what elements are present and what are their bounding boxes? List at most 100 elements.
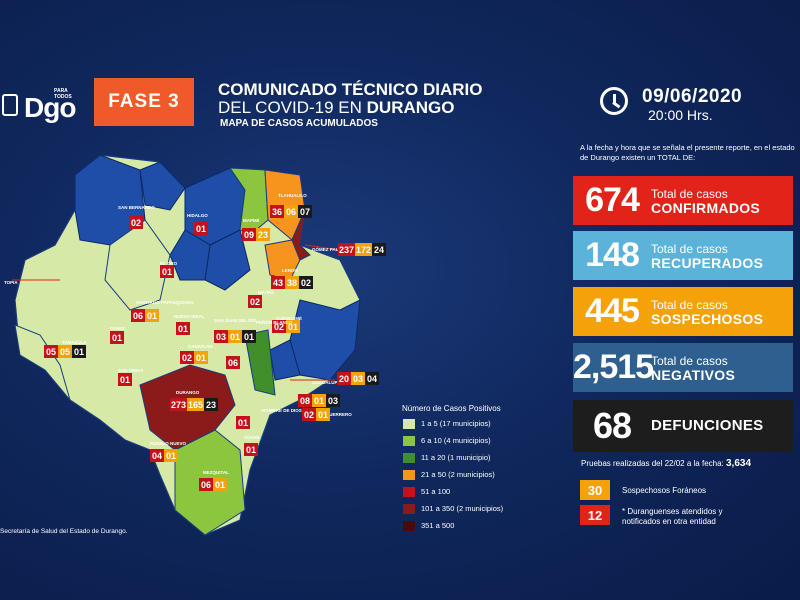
recovered-value: 148 [585, 236, 640, 274]
municipality-name: DURANGO [176, 390, 200, 395]
deaths-value: 68 [592, 405, 632, 446]
case-badge: 02 01 [302, 408, 330, 421]
recovered-title: RECUPERADOS [651, 254, 764, 271]
legend-label: 51 a 100 [421, 487, 451, 496]
legend-item: 21 a 50 (2 municipios) [403, 469, 495, 480]
suspected-count: 05 [58, 345, 72, 358]
case-badge: 01 [236, 416, 250, 429]
case-badge: 01 [176, 322, 190, 335]
logo-text: Dgo [24, 92, 76, 123]
legend-label: 101 a 350 (2 municipios) [421, 504, 504, 513]
case-badge: 04 01 [150, 449, 178, 462]
suspected-title: SOSPECHOSOS [651, 310, 764, 327]
foreign-suspected-value: 30 [580, 480, 610, 500]
recovered-count: 01 [72, 345, 86, 358]
suspected-stat: 445 Total de casos SOSPECHOSOS [573, 287, 793, 336]
durango-map [12, 154, 361, 536]
suspected-count: 01 [213, 478, 227, 491]
municipality-name: EL ORO [160, 261, 178, 266]
legend-label: 6 a 10 (4 municipios) [421, 436, 491, 445]
confirmed-count: 06 [131, 309, 145, 322]
legend-swatch [403, 435, 415, 446]
negative-stat: 2,515 Total de casos NEGATIVOS [573, 343, 793, 392]
title-state: DURANGO [366, 98, 455, 117]
confirmed-count: 43 [271, 276, 285, 289]
confirmed-count: 06 [199, 478, 213, 491]
legend-swatch [403, 486, 415, 497]
suspected-count: 01 [286, 320, 300, 333]
suspected-count: 01 [164, 449, 178, 462]
suspected-count: 172 [355, 243, 373, 256]
page-title: COMUNICADO TÉCNICO DIARIO [218, 80, 483, 99]
suspected-count: 03 [351, 372, 365, 385]
confirmed-count: 02 [180, 351, 194, 364]
case-badge: 03 01 01 [214, 330, 256, 343]
case-badge: 02 01 [180, 351, 208, 364]
case-badge: 06 01 [131, 309, 159, 322]
legend-label: 21 a 50 (2 municipios) [421, 470, 495, 479]
report-time: 20:00 Hrs. [648, 107, 713, 123]
negative-title: NEGATIVOS [651, 366, 736, 383]
suspected-count: 01 [228, 330, 242, 343]
confirmed-value: 674 [585, 181, 640, 219]
municipality-name: SAN DIMAS [118, 368, 144, 373]
duranguenses-value: 12 [580, 505, 610, 525]
confirmed-count: 01 [194, 222, 208, 235]
legend-label: 1 a 5 (17 municipios) [421, 419, 491, 428]
legend-label: 11 a 20 (1 municipio) [421, 453, 491, 462]
case-badge: 237 172 24 [338, 243, 387, 256]
suspected-count: 165 [187, 398, 205, 411]
page-subtitle: MAPA DE CASOS ACUMULADOS [220, 118, 378, 129]
municipality-name: MAPIMÍ [243, 218, 260, 223]
confirmed-count: 01 [160, 265, 174, 278]
confirmed-count: 01 [244, 443, 258, 456]
region-general-simon-bolivar [289, 299, 361, 381]
deaths-stat: 68 DEFUNCIONES [573, 400, 793, 452]
case-badge: 01 [194, 222, 208, 235]
legend-item: 351 a 500 [403, 520, 454, 531]
confirmed-count: 02 [302, 408, 316, 421]
confirmed-count: 08 [298, 394, 312, 407]
case-badge: 01 [160, 265, 174, 278]
case-badge: 43 38 02 [271, 276, 313, 289]
municipality-name: TLAHUALILO [278, 193, 307, 198]
tests-value: 3,634 [726, 458, 752, 469]
case-badge: 05 05 01 [44, 345, 86, 358]
municipality-name: SANTIAGO PAPASQUIARO [136, 300, 194, 305]
callout-gomez-palacio [304, 244, 341, 251]
suspected-count: 01 [194, 351, 208, 364]
municipality-name: TAMAZULA [62, 340, 87, 345]
confirmed-count: 06 [226, 356, 240, 369]
case-badge: 06 01 [199, 478, 227, 491]
region-ocampo [139, 161, 186, 211]
legend-item: 11 a 20 (1 municipio) [403, 452, 490, 463]
case-badge: 01 [118, 373, 132, 386]
title-prefix: DEL COVID-19 EN [218, 98, 367, 117]
confirmed-count: 01 [118, 373, 132, 386]
confirmed-count: 02 [248, 295, 262, 308]
case-badge: 20 03 04 [337, 372, 379, 385]
phase-badge: FASE 3 [94, 78, 194, 126]
region-penon-blanco [244, 329, 276, 396]
legend-item: 1 a 5 (17 municipios) [403, 418, 491, 429]
case-badge: 08 01 03 [298, 394, 340, 407]
tests-summary: Pruebas realizadas del 22/02 a la fecha:… [581, 458, 751, 469]
confirmed-count: 01 [110, 331, 124, 344]
legend-swatch [403, 418, 415, 429]
foreign-suspected-label: Sospechosos Foráneos [622, 486, 707, 495]
negative-label: Total de casos [651, 353, 728, 368]
legend-swatch [403, 452, 415, 463]
municipality-name: SÚCHIL [244, 435, 261, 440]
confirmed-count: 237 [338, 243, 356, 256]
confirmed-label: Total de casos [651, 186, 728, 201]
recovered-count: 02 [299, 276, 313, 289]
municipality-name: TOPIA [4, 280, 18, 285]
case-badge: 01 [244, 443, 258, 456]
municipality-name: NOMBRE DE DIOS [262, 408, 302, 413]
suspected-value: 445 [585, 292, 640, 330]
case-badge: 02 01 [272, 320, 300, 333]
case-badge: 02 [248, 295, 262, 308]
region-santa-clara [269, 339, 301, 381]
municipality-name: MEZQUITAL [203, 470, 229, 475]
confirmed-count: 04 [150, 449, 164, 462]
